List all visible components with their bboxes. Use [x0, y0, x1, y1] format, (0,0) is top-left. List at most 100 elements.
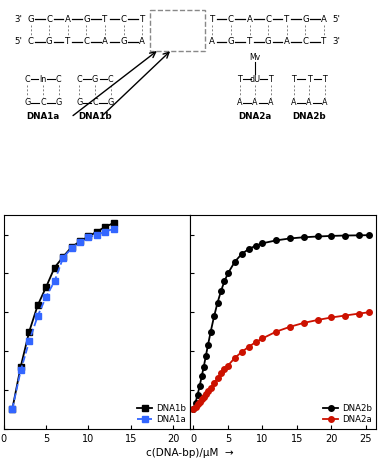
Text: T: T [237, 75, 242, 84]
Text: A: A [237, 98, 242, 107]
DNA2b [315, 233, 320, 240]
DNA1a [10, 406, 14, 412]
Text: A: A [252, 98, 258, 107]
Text: A: A [321, 15, 327, 24]
DNA1b [52, 265, 57, 270]
DNA2a [253, 340, 258, 345]
Text: G: G [24, 98, 30, 107]
Text: G: G [27, 15, 34, 24]
Text: C: C [24, 75, 30, 84]
DNA2a [226, 363, 230, 369]
DNA2a [301, 320, 306, 326]
DNA1a [86, 235, 91, 240]
Text: 3': 3' [15, 15, 23, 24]
Text: T: T [323, 75, 327, 84]
DNA2a [206, 389, 210, 394]
DNA2b [343, 233, 347, 238]
DNA1a [69, 245, 74, 251]
Text: C: C [265, 15, 271, 24]
Line: DNA1b: DNA1b [10, 220, 117, 412]
DNA2b [233, 259, 237, 265]
DNA2a [246, 344, 251, 350]
DNA1b [69, 244, 74, 250]
Text: G: G [83, 15, 90, 24]
Text: C: C [77, 75, 82, 84]
DNA1a [61, 255, 65, 260]
DNA1b [78, 239, 82, 244]
DNA1b [44, 284, 48, 290]
Text: DNA2a: DNA2a [239, 112, 272, 121]
DNA1b [35, 302, 40, 308]
Text: G: G [302, 15, 309, 24]
DNA2a [200, 397, 204, 402]
Text: C: C [302, 37, 309, 46]
Text: T: T [103, 15, 108, 24]
DNA2a [357, 311, 361, 316]
DNA2a [329, 315, 334, 320]
DNA2a [219, 370, 223, 376]
Text: G: G [265, 37, 272, 46]
Text: A: A [306, 98, 312, 107]
DNA2b [329, 233, 334, 239]
Line: DNA1a: DNA1a [10, 226, 117, 412]
Line: DNA2a: DNA2a [191, 309, 372, 412]
DNA1b [61, 254, 65, 260]
Text: C: C [228, 15, 234, 24]
DNA2a [288, 324, 292, 329]
Text: A: A [284, 37, 290, 46]
Text: G: G [92, 75, 98, 84]
Text: A: A [209, 37, 215, 46]
DNA2b [197, 383, 202, 389]
Text: dU: dU [250, 75, 261, 84]
DNA1a [44, 294, 48, 300]
Text: C: C [28, 37, 33, 46]
DNA2b [206, 343, 210, 348]
Text: c(DNA-bp)/μM  →: c(DNA-bp)/μM → [146, 448, 234, 458]
DNA2b [191, 406, 196, 412]
DNA2b [288, 236, 292, 241]
Text: 5': 5' [332, 15, 340, 24]
Text: T: T [307, 75, 312, 84]
DNA2b [193, 400, 198, 405]
DNA2b [301, 234, 306, 240]
DNA2b [226, 271, 230, 276]
Text: C: C [121, 15, 127, 24]
Text: T: T [247, 37, 252, 46]
DNA1a [78, 240, 82, 245]
Text: G: G [228, 37, 234, 46]
Text: In: In [39, 75, 46, 84]
DNA2a [343, 313, 347, 318]
Text: G: G [55, 98, 62, 107]
Text: A: A [102, 37, 108, 46]
DNA1b [19, 364, 23, 370]
DNA2a [197, 399, 202, 404]
DNA1b [27, 329, 32, 335]
Text: T: T [65, 37, 70, 46]
DNA2a [204, 391, 208, 397]
Text: C: C [40, 98, 46, 107]
Text: A: A [247, 15, 253, 24]
DNA2a [233, 355, 237, 361]
DNA2a [215, 376, 220, 381]
DNA2b [204, 353, 208, 359]
DNA2b [222, 278, 227, 284]
Text: A: A [65, 15, 71, 24]
Text: 3': 3' [332, 37, 340, 46]
DNA2b [208, 329, 213, 335]
DNA2b [212, 313, 217, 319]
DNA1a [52, 278, 57, 284]
Text: DNA1b: DNA1b [78, 112, 112, 121]
DNA2b [195, 392, 200, 397]
Text: C: C [56, 75, 61, 84]
DNA1b [103, 224, 108, 230]
DNA2a [239, 349, 244, 355]
DNA1a [103, 229, 108, 234]
DNA2b [215, 300, 220, 305]
DNA2a [193, 404, 198, 410]
DNA2b [260, 240, 265, 246]
DNA1b [95, 229, 99, 234]
DNA2b [239, 251, 244, 257]
Text: T: T [291, 75, 296, 84]
DNA2a [191, 406, 196, 412]
DNA2a [260, 336, 265, 341]
